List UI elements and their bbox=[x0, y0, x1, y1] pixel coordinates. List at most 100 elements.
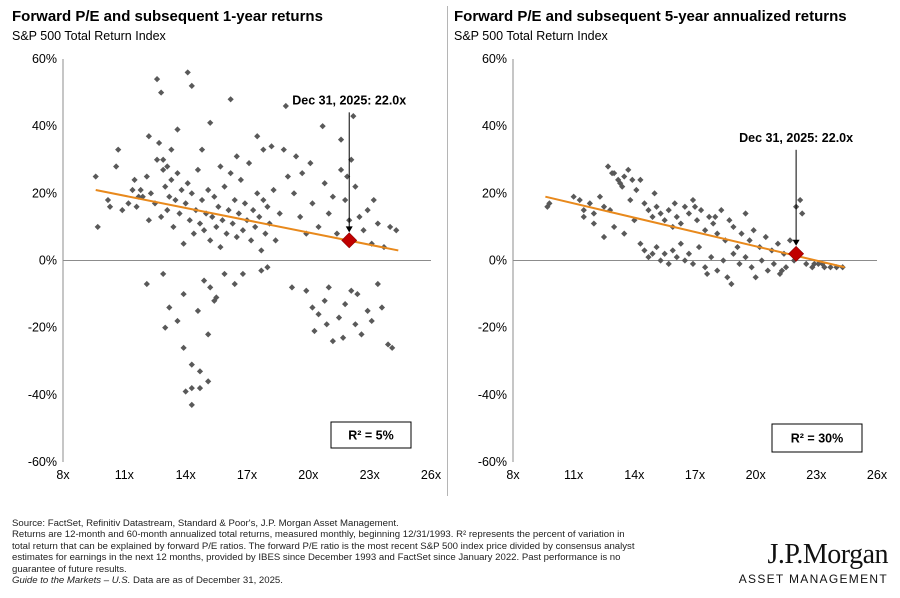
data-point bbox=[718, 207, 725, 214]
x-tick-label: 23x bbox=[360, 468, 381, 482]
data-point bbox=[649, 250, 656, 257]
y-tick-label: 40% bbox=[32, 119, 57, 133]
data-point bbox=[350, 112, 357, 120]
data-point bbox=[166, 193, 173, 200]
data-point bbox=[198, 146, 206, 153]
data-point bbox=[710, 220, 717, 227]
footnote: Source: FactSet, Refinitiv Datastream, S… bbox=[12, 518, 740, 586]
data-point bbox=[247, 237, 255, 244]
data-point bbox=[292, 153, 300, 160]
footnote-guide: Guide to the Markets – U.S. Data are as … bbox=[12, 575, 740, 586]
data-point bbox=[661, 250, 668, 257]
data-point bbox=[219, 217, 226, 224]
data-point bbox=[637, 240, 644, 247]
data-point bbox=[194, 166, 202, 173]
data-point bbox=[217, 163, 224, 170]
data-point bbox=[641, 247, 648, 254]
data-point bbox=[315, 223, 322, 231]
r-squared-label: R² = 30% bbox=[791, 432, 843, 446]
data-point bbox=[145, 217, 152, 224]
data-point bbox=[782, 264, 790, 271]
data-point bbox=[162, 324, 169, 331]
data-point bbox=[580, 207, 587, 214]
data-point bbox=[233, 233, 240, 241]
data-point bbox=[778, 267, 786, 274]
data-point bbox=[256, 213, 263, 220]
data-point bbox=[720, 257, 727, 264]
data-point bbox=[702, 264, 709, 271]
data-point bbox=[576, 196, 583, 204]
data-point bbox=[335, 314, 343, 321]
data-point bbox=[180, 240, 187, 247]
data-point bbox=[178, 186, 185, 194]
x-tick-label: 14x bbox=[624, 468, 645, 482]
data-point bbox=[250, 207, 257, 214]
data-point bbox=[600, 203, 608, 210]
data-point bbox=[352, 183, 359, 190]
data-point bbox=[180, 344, 187, 351]
data-point bbox=[748, 264, 755, 271]
r-squared-box bbox=[771, 423, 863, 453]
data-point bbox=[196, 368, 204, 375]
data-point bbox=[217, 243, 224, 251]
data-point bbox=[252, 223, 259, 231]
data-point bbox=[342, 196, 349, 204]
data-point bbox=[207, 119, 214, 126]
chart-title: Forward P/E and subsequent 5-year annual… bbox=[454, 8, 847, 25]
data-point bbox=[319, 123, 326, 130]
data-point bbox=[231, 196, 238, 204]
data-point bbox=[803, 260, 810, 267]
highlight-point bbox=[788, 245, 805, 262]
data-point bbox=[119, 207, 126, 214]
data-point bbox=[344, 173, 351, 180]
data-point bbox=[160, 166, 167, 173]
x-tick-label: 20x bbox=[298, 468, 319, 482]
data-point bbox=[742, 254, 749, 261]
x-tick-label: 11x bbox=[115, 468, 135, 482]
data-point bbox=[586, 200, 593, 207]
data-point bbox=[734, 243, 741, 251]
y-tick-label: 40% bbox=[482, 119, 507, 133]
data-point bbox=[153, 156, 161, 163]
data-point bbox=[188, 190, 195, 197]
data-point bbox=[205, 186, 212, 194]
data-point bbox=[342, 301, 349, 308]
data-point bbox=[673, 213, 680, 220]
data-point bbox=[264, 203, 271, 210]
data-point bbox=[329, 193, 336, 200]
data-point bbox=[673, 254, 680, 261]
data-point bbox=[184, 69, 191, 76]
y-tick-label: 0% bbox=[39, 254, 57, 268]
logo-wordmark: J.P.Morgan bbox=[767, 539, 888, 570]
footnote-source: Source: FactSet, Refinitiv Datastream, S… bbox=[12, 518, 399, 529]
x-tick-label: 26x bbox=[421, 468, 442, 482]
data-point bbox=[651, 190, 658, 197]
data-point bbox=[92, 173, 99, 180]
data-point bbox=[653, 203, 660, 210]
data-point bbox=[730, 223, 737, 231]
data-point bbox=[276, 210, 283, 217]
data-point bbox=[282, 102, 289, 110]
data-point bbox=[722, 237, 729, 244]
data-point bbox=[665, 207, 672, 214]
data-point bbox=[125, 200, 132, 207]
data-point bbox=[174, 170, 181, 177]
y-tick-label: -40% bbox=[28, 388, 57, 402]
y-tick-label: -20% bbox=[478, 321, 507, 335]
logo-subtitle: ASSET MANAGEMENT bbox=[738, 572, 888, 586]
scatter-plot-5yr: 60% 40% 20% 0% -20% -40% -60%8x 11x 14x 17x 20x 23x… bbox=[478, 52, 888, 482]
data-point bbox=[641, 200, 648, 207]
data-point bbox=[137, 186, 144, 194]
data-point bbox=[708, 254, 715, 261]
data-point bbox=[629, 176, 636, 183]
panel-divider bbox=[447, 6, 448, 496]
data-point bbox=[389, 344, 396, 351]
data-point bbox=[697, 207, 705, 214]
data-point bbox=[685, 210, 693, 217]
data-point bbox=[770, 260, 777, 267]
data-point bbox=[354, 290, 361, 298]
y-tick-label: 20% bbox=[32, 186, 57, 200]
data-point bbox=[329, 338, 336, 345]
data-point bbox=[113, 163, 120, 170]
data-point bbox=[799, 210, 806, 217]
